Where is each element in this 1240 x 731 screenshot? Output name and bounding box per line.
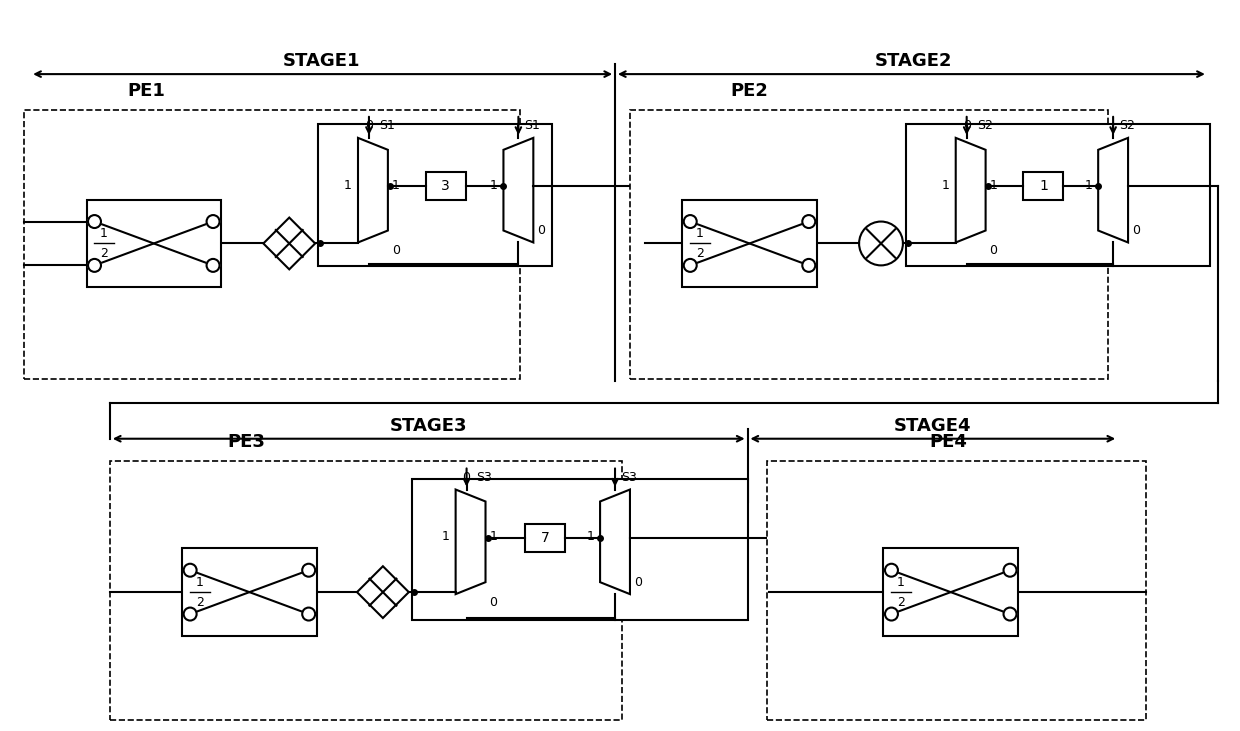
- Text: 1: 1: [490, 531, 497, 543]
- Circle shape: [683, 259, 697, 272]
- Text: 2: 2: [100, 247, 108, 260]
- Bar: [412, 479, 748, 620]
- Circle shape: [885, 564, 898, 577]
- Bar: [1023, 173, 1064, 200]
- Bar: [25, 110, 521, 379]
- Text: 3: 3: [441, 179, 450, 193]
- Circle shape: [1003, 564, 1017, 577]
- Text: 1: 1: [1039, 179, 1048, 193]
- Circle shape: [683, 215, 697, 228]
- Text: 1: 1: [990, 178, 997, 192]
- Text: 0: 0: [1132, 224, 1140, 237]
- Text: STAGE1: STAGE1: [283, 52, 360, 70]
- Text: 1: 1: [897, 576, 905, 588]
- Text: 0: 0: [634, 576, 642, 588]
- Circle shape: [885, 607, 898, 621]
- Text: 1: 1: [942, 178, 950, 192]
- Text: 0: 0: [962, 119, 971, 132]
- Text: 2: 2: [696, 247, 703, 260]
- Circle shape: [1003, 607, 1017, 621]
- Circle shape: [184, 607, 197, 621]
- Text: S3: S3: [621, 471, 637, 483]
- Text: S3: S3: [476, 471, 492, 483]
- Text: 1: 1: [587, 531, 594, 543]
- Circle shape: [802, 259, 815, 272]
- Text: 2: 2: [897, 596, 905, 609]
- Bar: [768, 461, 1146, 719]
- Circle shape: [88, 215, 100, 228]
- Text: 7: 7: [541, 531, 549, 545]
- Circle shape: [207, 259, 219, 272]
- Text: 1: 1: [345, 178, 352, 192]
- Circle shape: [802, 215, 815, 228]
- Circle shape: [184, 564, 197, 577]
- Text: 1: 1: [696, 227, 703, 240]
- Text: PE4: PE4: [930, 433, 967, 451]
- Text: 1: 1: [1084, 178, 1092, 192]
- Text: 1: 1: [441, 531, 450, 543]
- Text: 1: 1: [100, 227, 108, 240]
- Text: 1: 1: [490, 178, 497, 192]
- Circle shape: [303, 607, 315, 621]
- Bar: [526, 524, 565, 552]
- Circle shape: [207, 215, 219, 228]
- Text: 0: 0: [537, 224, 546, 237]
- Text: 1: 1: [196, 576, 203, 588]
- Text: 0: 0: [463, 471, 471, 483]
- Text: 2: 2: [196, 596, 203, 609]
- Bar: [630, 110, 1109, 379]
- Text: S1: S1: [379, 119, 394, 132]
- Bar: [682, 200, 817, 287]
- Text: 0: 0: [392, 244, 399, 257]
- Bar: [87, 200, 221, 287]
- Circle shape: [88, 259, 100, 272]
- Bar: [883, 548, 1018, 636]
- Text: STAGE4: STAGE4: [894, 417, 972, 435]
- Bar: [110, 461, 622, 719]
- Text: PE3: PE3: [227, 433, 265, 451]
- Text: 0: 0: [490, 596, 497, 609]
- Text: S1: S1: [525, 119, 541, 132]
- Circle shape: [303, 564, 315, 577]
- Text: PE1: PE1: [128, 82, 166, 100]
- Bar: [319, 124, 552, 266]
- Bar: [906, 124, 1210, 266]
- Bar: [425, 173, 465, 200]
- Bar: [182, 548, 316, 636]
- Text: STAGE3: STAGE3: [389, 417, 467, 435]
- Text: S2: S2: [977, 119, 992, 132]
- Text: 1: 1: [392, 178, 399, 192]
- Text: S2: S2: [1118, 119, 1135, 132]
- Text: 0: 0: [365, 119, 373, 132]
- Text: PE2: PE2: [730, 82, 769, 100]
- Text: STAGE2: STAGE2: [875, 52, 952, 70]
- Text: 0: 0: [990, 244, 998, 257]
